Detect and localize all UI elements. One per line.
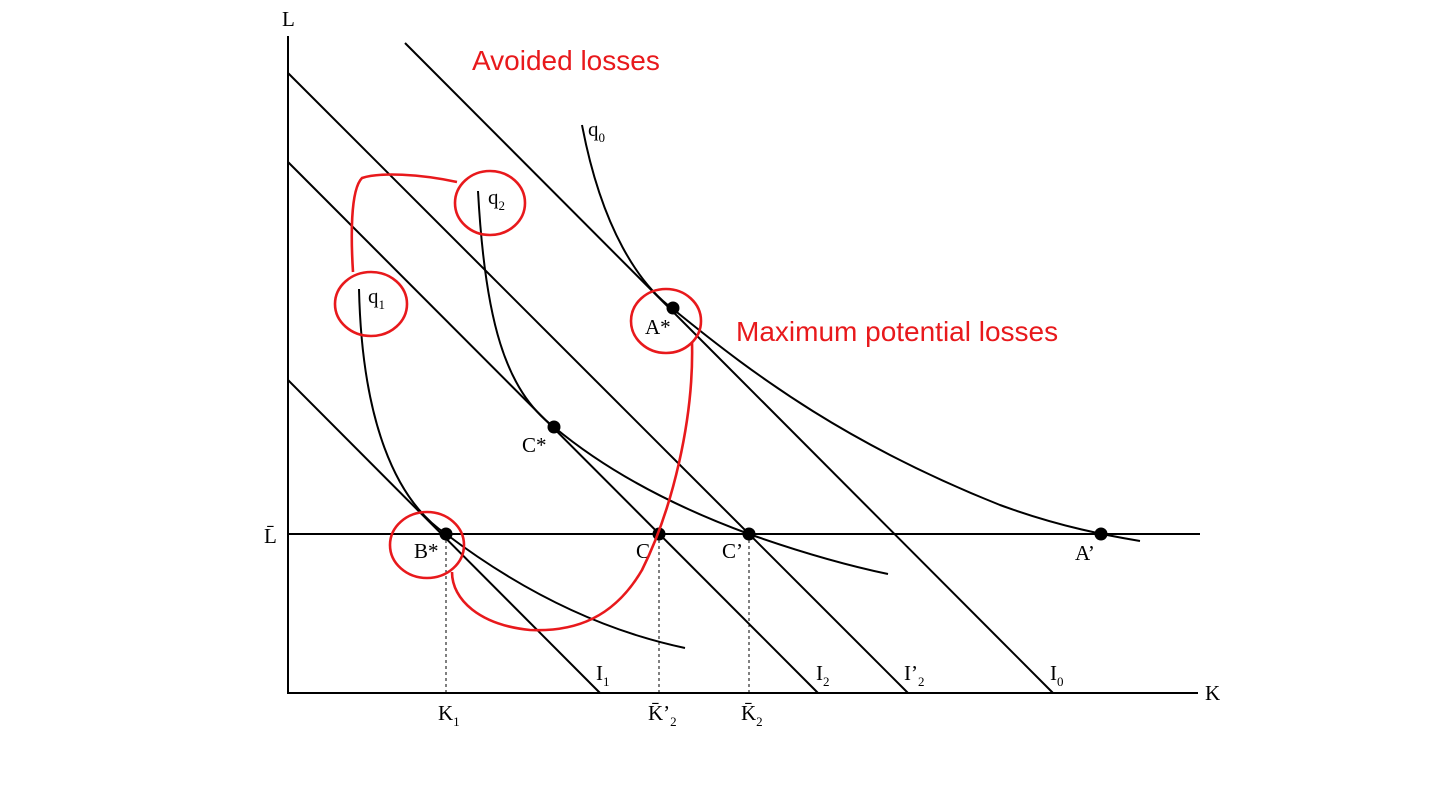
- point-a-prime: [1094, 527, 1108, 541]
- point-a-star: [666, 301, 680, 315]
- isoquant-q0-label: q0: [588, 117, 605, 145]
- isoquant-q1-label: q1: [368, 284, 385, 312]
- tick-k1-label: K1: [438, 701, 460, 729]
- tick-k2-bar-label: K̄2: [741, 701, 763, 729]
- point-b-star-label: B*: [414, 539, 439, 563]
- isocost-i1-label: I1: [596, 661, 610, 689]
- potential-losses-outline: [450, 341, 694, 632]
- point-c-prime: [742, 527, 756, 541]
- isoquant-q2-curve: [477, 190, 889, 575]
- isocost-i2-label: I2: [816, 661, 830, 689]
- point-a-prime-label: A’: [1075, 541, 1095, 565]
- point-a-star-label: A*: [645, 315, 671, 339]
- point-c-star-label: C*: [522, 433, 547, 457]
- x-axis-label: K: [1205, 681, 1220, 705]
- y-axis-label: L: [282, 7, 295, 31]
- isoquant-q0-curve: [581, 124, 1141, 542]
- point-c-prime-label: C’: [722, 539, 743, 563]
- a-star-highlight-circle: [629, 287, 703, 355]
- tick-k2-prime-bar-label: K̄’2: [648, 701, 677, 729]
- isocost-i2-prime-label: I’2: [904, 661, 925, 689]
- b-star-highlight-circle: [388, 510, 466, 580]
- point-c-star: [547, 420, 561, 434]
- maximum-potential-losses-annotation: Maximum potential losses: [736, 316, 1058, 347]
- isoquant-q2-label: q2: [488, 185, 505, 213]
- q1-highlight-circle: [333, 270, 409, 338]
- l-bar-label: L̄: [264, 524, 277, 548]
- avoided-losses-annotation: Avoided losses: [472, 45, 660, 76]
- isoquant-q1-curve: [358, 288, 686, 649]
- red-annotation-group: [333, 169, 703, 632]
- isocost-line-i2-prime: [287, 72, 909, 694]
- point-b-star: [439, 527, 453, 541]
- isocost-line-i0: [404, 42, 1054, 694]
- avoided-losses-outline: [350, 173, 458, 273]
- isocost-i0-label: I0: [1050, 661, 1064, 689]
- point-c-label: C: [636, 539, 650, 563]
- q2-highlight-circle: [453, 169, 527, 237]
